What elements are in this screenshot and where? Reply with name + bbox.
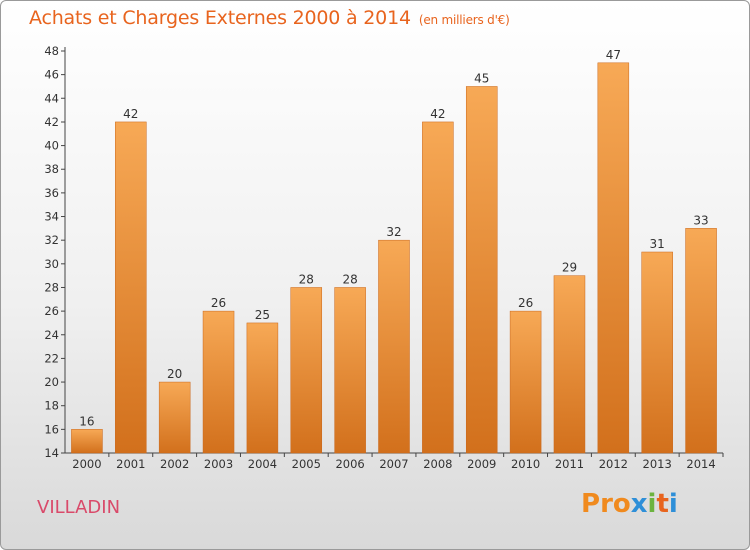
x-tick-label-2014: 2014 <box>686 457 715 471</box>
bar-2007 <box>378 239 410 454</box>
x-tick-label-2012: 2012 <box>599 457 628 471</box>
x-tick-label-2010: 2010 <box>511 457 540 471</box>
bar-2003 <box>202 310 235 454</box>
logo-letter: i <box>647 489 657 519</box>
bar-2000 <box>71 429 103 454</box>
bar-2002 <box>158 381 191 454</box>
data-label-2007: 32 <box>386 225 401 239</box>
logo-letter: x <box>630 489 648 519</box>
bar-2008 <box>422 121 454 454</box>
y-tick-label: 18 <box>44 399 59 413</box>
data-label-2011: 29 <box>562 261 577 275</box>
y-tick-label: 24 <box>44 328 59 342</box>
y-tick-label: 22 <box>44 351 59 365</box>
x-tick-label-2001: 2001 <box>116 457 145 471</box>
bar-2005 <box>290 287 323 454</box>
bar-2012 <box>597 62 630 454</box>
data-label-2006: 28 <box>342 272 357 286</box>
y-tick-label: 46 <box>44 68 59 82</box>
data-label-2010: 26 <box>518 296 533 310</box>
y-tick-label: 44 <box>44 91 59 105</box>
data-label-2009: 45 <box>474 71 489 85</box>
data-label-2002: 20 <box>167 367 182 381</box>
y-tick-label: 48 <box>44 44 59 58</box>
chart-data-labels: 16 42 20 26 25 28 28 32 42 45 26 29 47 31 33 <box>79 48 708 429</box>
bar-2011 <box>553 275 586 454</box>
y-tick-label: 20 <box>44 375 59 389</box>
data-label-2005: 28 <box>299 272 314 286</box>
data-label-2000: 16 <box>79 414 94 428</box>
bar-2014 <box>685 228 717 454</box>
data-label-2008: 42 <box>430 107 445 121</box>
x-tick-label-2004: 2004 <box>248 457 277 471</box>
y-tick-label: 34 <box>44 210 59 224</box>
logo-letter: P <box>581 489 601 519</box>
chart-title: Achats et Charges Externes 2000 à 2014 (e… <box>29 7 510 29</box>
logo-letter: t <box>656 489 669 519</box>
data-label-2013: 31 <box>650 237 665 251</box>
y-tick-label: 32 <box>44 233 59 247</box>
x-tick-label-2002: 2002 <box>160 457 189 471</box>
city-name: VILLADIN <box>37 497 121 518</box>
y-tick-label: 36 <box>44 186 59 200</box>
y-tick-label: 38 <box>44 162 59 176</box>
y-tick-label: 16 <box>44 422 59 436</box>
y-tick-label: 40 <box>44 139 59 153</box>
x-tick-label-2005: 2005 <box>292 457 321 471</box>
x-tick-label-2007: 2007 <box>379 457 408 471</box>
y-tick-label: 28 <box>44 280 59 294</box>
y-tick-label: 26 <box>44 304 59 318</box>
x-tick-label-2013: 2013 <box>643 457 672 471</box>
x-tick-label-2009: 2009 <box>467 457 496 471</box>
x-tick-label-2008: 2008 <box>423 457 452 471</box>
x-tick-label-2000: 2000 <box>72 457 101 471</box>
logo-letter: r <box>600 489 613 519</box>
data-label-2012: 47 <box>606 48 621 62</box>
proxiti-logo[interactable]: Proxiti <box>581 489 678 519</box>
y-tick-label: 14 <box>44 446 59 460</box>
x-tick-label-2011: 2011 <box>555 457 584 471</box>
data-label-2001: 42 <box>123 107 138 121</box>
logo-letter: i <box>668 489 678 519</box>
y-tick-label: 30 <box>44 257 59 271</box>
bar-2001 <box>115 121 147 454</box>
bar-2009 <box>465 86 498 454</box>
bar-2013 <box>641 251 673 454</box>
chart-subtitle: (en milliers d'€) <box>418 13 510 27</box>
bar-2004 <box>246 322 279 454</box>
data-label-2003: 26 <box>211 296 226 310</box>
x-tick-label-2006: 2006 <box>335 457 364 471</box>
bar-2010 <box>509 310 542 454</box>
data-label-2014: 33 <box>693 213 708 227</box>
chart-bars <box>71 62 717 454</box>
data-label-2004: 25 <box>255 308 270 322</box>
bar-2006 <box>334 287 366 454</box>
x-tick-label-2003: 2003 <box>204 457 233 471</box>
y-tick-label: 42 <box>44 115 59 129</box>
chart-title-text: Achats et Charges Externes 2000 à 2014 <box>29 7 411 29</box>
logo-letter: o <box>612 489 631 519</box>
